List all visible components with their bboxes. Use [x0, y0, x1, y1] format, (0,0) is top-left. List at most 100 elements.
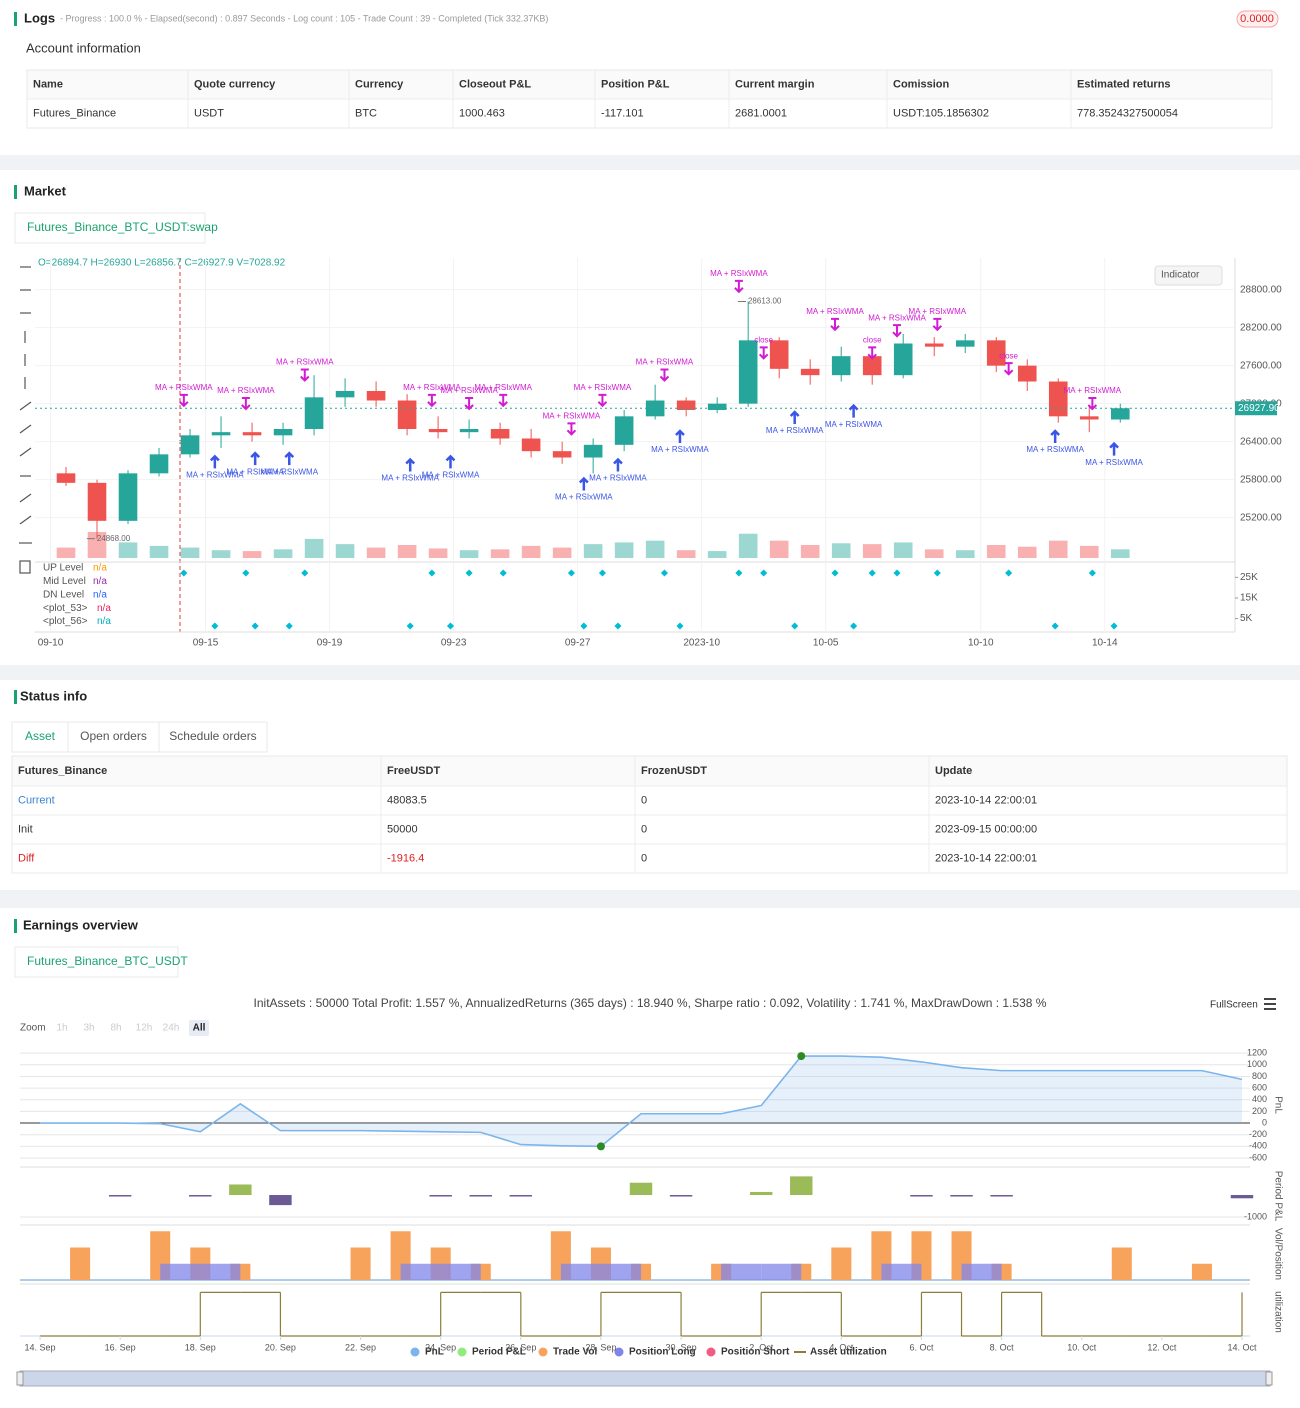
candle-body	[738, 340, 758, 404]
candle-body	[676, 400, 696, 410]
long-signal	[789, 410, 800, 424]
candle-body	[1079, 416, 1099, 420]
table-cell: -117.101	[601, 107, 644, 119]
earnings-tab-label[interactable]: Futures_Binance_BTC_USDT	[27, 954, 188, 968]
candle-body	[1110, 408, 1130, 420]
signal-label: MA + RSIxWMA	[651, 445, 709, 454]
volume-bar	[211, 550, 231, 558]
zoom-button[interactable]: 1h	[56, 1023, 67, 1034]
tab[interactable]	[11, 721, 69, 753]
market-tab-label[interactable]: Futures_Binance_BTC_USDT:swap	[27, 220, 218, 234]
x-tick-label: 10-10	[968, 638, 994, 649]
signal-label: close	[754, 335, 773, 344]
candle-body	[118, 473, 138, 521]
indicator-value: n/a	[97, 603, 111, 614]
volume-bar	[118, 542, 138, 558]
x-tick-label: 09-10	[38, 638, 64, 649]
y-tick-label: 800	[1252, 1071, 1267, 1081]
indicator-marker	[598, 569, 606, 577]
tab-label[interactable]: Schedule orders	[169, 729, 256, 743]
zoom-button[interactable]: 3h	[83, 1023, 94, 1034]
volume-bar	[583, 544, 603, 558]
y-tick-label: -1000	[1244, 1211, 1267, 1221]
indicator-marker	[285, 622, 293, 630]
position-bar	[961, 1263, 1002, 1280]
candle-body	[893, 343, 913, 376]
fullscreen-button[interactable]: FullScreen	[1210, 1000, 1258, 1011]
y-tick-label: 600	[1252, 1082, 1267, 1092]
tab[interactable]	[158, 721, 268, 753]
signal-label: MA + RSIxWMA	[909, 307, 967, 316]
legend-label[interactable]: Position Long	[629, 1347, 696, 1358]
volume-bar	[490, 549, 510, 558]
column-header: Comission	[893, 78, 950, 90]
navigator-handle[interactable]	[16, 1371, 24, 1386]
zoom-button[interactable]: 8h	[110, 1023, 121, 1034]
earnings-tab[interactable]	[14, 946, 179, 978]
y-tick-label: 27600.00	[1240, 360, 1282, 371]
y-tick-label: 400	[1252, 1094, 1267, 1104]
x-tick-label: 09-15	[193, 638, 219, 649]
navigator-handle[interactable]	[1265, 1371, 1273, 1386]
indicator-marker	[735, 569, 743, 577]
tab-label[interactable]: Asset	[25, 729, 56, 743]
legend-symbol	[614, 1347, 624, 1357]
section-mark	[14, 12, 17, 26]
position-bar	[721, 1263, 762, 1280]
pnl-line	[40, 1055, 1243, 1148]
long-signal	[284, 451, 295, 466]
legend-label[interactable]: Trade Vol	[553, 1347, 597, 1358]
indicator-marker	[831, 569, 839, 577]
legend-symbol	[410, 1347, 420, 1357]
short-signal	[179, 393, 189, 408]
x-tick-label: 14. Oct	[1227, 1342, 1257, 1352]
x-tick-label: 10-14	[1092, 638, 1118, 649]
axis-title: PnL	[1272, 1096, 1283, 1114]
table-cell: 778.3524327500054	[1077, 107, 1178, 119]
indicator-value: n/a	[93, 563, 107, 574]
position-bar	[400, 1263, 441, 1280]
signal-label: MA + RSIxWMA	[276, 358, 334, 367]
period-bar	[749, 1191, 773, 1196]
signal-label: MA + RSIxWMA	[710, 269, 768, 278]
ohlc-readout: O=26894.7 H=26930 L=26856.7 C=26927.9 V=…	[38, 258, 286, 269]
legend-label[interactable]: Position Short	[721, 1347, 790, 1358]
last-price-tag	[1235, 401, 1277, 416]
indicator-button-label[interactable]: Indicator	[1161, 270, 1200, 281]
signal-label: MA + RSIxWMA	[806, 307, 864, 316]
zoom-label: Zoom	[20, 1023, 46, 1034]
period-bar	[469, 1195, 492, 1197]
trade-vol-bar	[1191, 1263, 1212, 1280]
signal-label: MA + RSIxWMA	[403, 383, 461, 392]
legend-label[interactable]: Asset utilization	[810, 1347, 887, 1358]
candle-body	[149, 454, 169, 474]
indicator-marker	[499, 569, 507, 577]
indicator-marker	[580, 622, 588, 630]
badge	[1236, 10, 1279, 28]
trade-vol-bar	[831, 1247, 852, 1280]
candle-body	[180, 435, 200, 455]
table-cell: USDT	[194, 107, 224, 119]
volume-bar	[893, 542, 913, 558]
indicator-button[interactable]	[1154, 265, 1223, 286]
zoom-active[interactable]	[189, 1020, 209, 1036]
tab-label[interactable]: Open orders	[80, 729, 147, 743]
volume-bar	[924, 549, 944, 558]
navigator[interactable]	[19, 1370, 1271, 1387]
legend-label[interactable]: PnL	[425, 1347, 444, 1358]
tab[interactable]	[67, 721, 160, 753]
zoom-button[interactable]: 24h	[163, 1023, 180, 1034]
zoom-button[interactable]: 12h	[136, 1023, 153, 1034]
period-bar	[910, 1195, 933, 1197]
table-cell: 0	[641, 852, 647, 864]
zoom-button[interactable]: All	[193, 1023, 206, 1034]
indicator-marker	[428, 569, 436, 577]
x-tick-label: 8. Oct	[990, 1342, 1015, 1352]
candle-body	[769, 340, 789, 369]
market-tab[interactable]	[14, 212, 206, 244]
indicator-marker	[180, 569, 188, 577]
menu-icon[interactable]	[1264, 998, 1276, 1010]
legend-label[interactable]: Period P&L	[472, 1347, 526, 1358]
long-signal	[445, 454, 456, 469]
signal-label: MA + RSIxWMA	[543, 411, 601, 420]
